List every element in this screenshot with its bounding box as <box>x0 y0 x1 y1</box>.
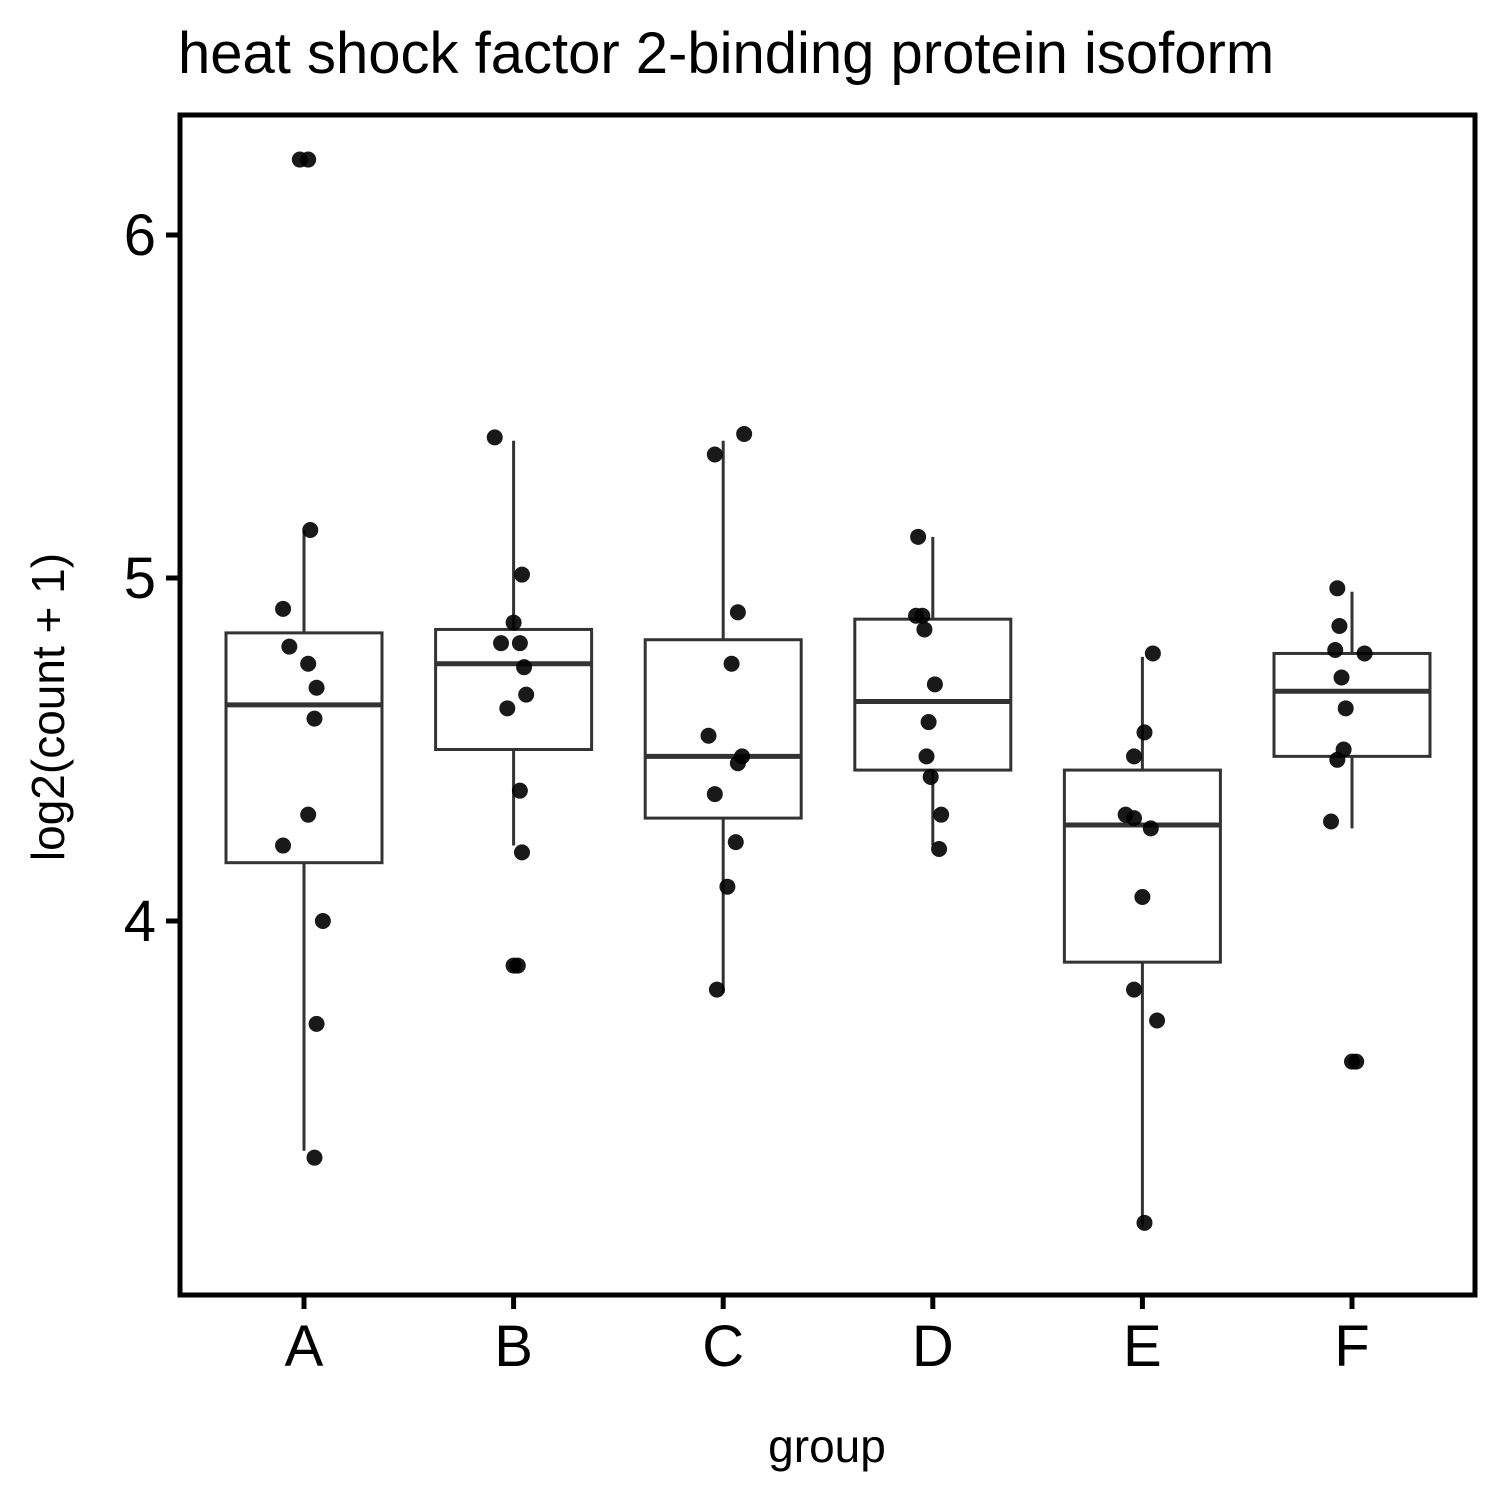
data-point <box>1323 813 1340 830</box>
data-point <box>291 151 308 168</box>
x-tick-label: A <box>285 1314 324 1379</box>
iqr-box <box>1062 768 1222 964</box>
data-point <box>1329 580 1346 597</box>
iqr-box <box>853 617 1013 772</box>
data-point <box>300 806 317 823</box>
y-tick-label: 5 <box>124 546 156 611</box>
data-point <box>1149 1012 1166 1029</box>
box-group-b <box>434 440 594 846</box>
data-point <box>493 635 510 652</box>
data-point <box>308 679 325 696</box>
y-tick-label: 6 <box>124 203 156 268</box>
axes: 4 5 6 A B C D E F <box>124 203 1370 1379</box>
data-point <box>499 700 516 717</box>
iqr-box <box>224 631 384 865</box>
iqr-box <box>643 638 803 820</box>
data-point <box>275 837 292 854</box>
data-point <box>1327 642 1344 659</box>
data-point <box>306 1149 323 1166</box>
x-axis-title: group <box>768 1420 886 1472</box>
data-point <box>300 655 317 672</box>
data-point <box>1348 1053 1365 1070</box>
plot-panel-border <box>177 112 1478 1298</box>
data-point <box>918 748 935 765</box>
data-point <box>706 446 723 463</box>
data-point <box>1136 724 1153 741</box>
data-point <box>518 686 535 703</box>
data-point <box>513 844 530 861</box>
data-point <box>1126 748 1143 765</box>
jitter-points <box>275 151 1373 1231</box>
data-point <box>509 957 526 974</box>
data-point <box>1126 810 1143 827</box>
x-tick-label: F <box>1334 1314 1369 1379</box>
data-point <box>719 878 736 895</box>
data-point <box>729 604 746 621</box>
data-point <box>486 429 503 446</box>
data-point <box>275 600 292 617</box>
data-point <box>926 676 943 693</box>
data-point <box>1333 669 1350 686</box>
data-point <box>1329 751 1346 768</box>
data-point <box>1126 981 1143 998</box>
data-point <box>1144 645 1161 662</box>
data-point <box>914 607 931 624</box>
data-point <box>1356 645 1373 662</box>
data-point <box>1331 618 1348 635</box>
chart-title: heat shock factor 2-binding protein isof… <box>178 21 1274 86</box>
iqr-box <box>434 627 594 752</box>
data-point <box>922 768 939 785</box>
box-group-e <box>1062 656 1222 1227</box>
y-axis-title: log2(count + 1) <box>22 553 74 861</box>
data-point <box>727 834 744 851</box>
data-point <box>708 981 725 998</box>
data-point <box>511 782 528 799</box>
data-point <box>511 635 528 652</box>
data-point <box>1337 700 1354 717</box>
data-point <box>736 425 753 442</box>
data-point <box>706 786 723 803</box>
data-point <box>505 614 522 631</box>
data-point <box>1136 1214 1153 1231</box>
x-tick-label: E <box>1123 1314 1162 1379</box>
box-group-a <box>224 529 384 1151</box>
x-tick-label: B <box>494 1314 533 1379</box>
data-point <box>308 1015 325 1032</box>
data-point <box>723 655 740 672</box>
data-point <box>314 913 331 929</box>
data-point <box>916 621 933 638</box>
data-point <box>516 659 533 676</box>
box-group-c <box>643 440 803 994</box>
data-point <box>1134 888 1151 905</box>
data-point <box>700 727 717 744</box>
data-point <box>1142 820 1159 837</box>
x-tick-label: D <box>912 1314 954 1379</box>
box-group-d <box>853 536 1013 846</box>
data-point <box>920 714 937 731</box>
data-point <box>931 840 948 857</box>
data-point <box>933 806 950 823</box>
data-point <box>302 521 319 538</box>
data-point <box>281 638 298 655</box>
x-tick-label: C <box>702 1314 744 1379</box>
data-point <box>306 710 323 727</box>
y-tick-label: 4 <box>124 889 156 954</box>
data-point <box>513 566 530 583</box>
plot-marks <box>224 151 1432 1231</box>
data-point <box>729 755 746 772</box>
data-point <box>910 528 927 545</box>
